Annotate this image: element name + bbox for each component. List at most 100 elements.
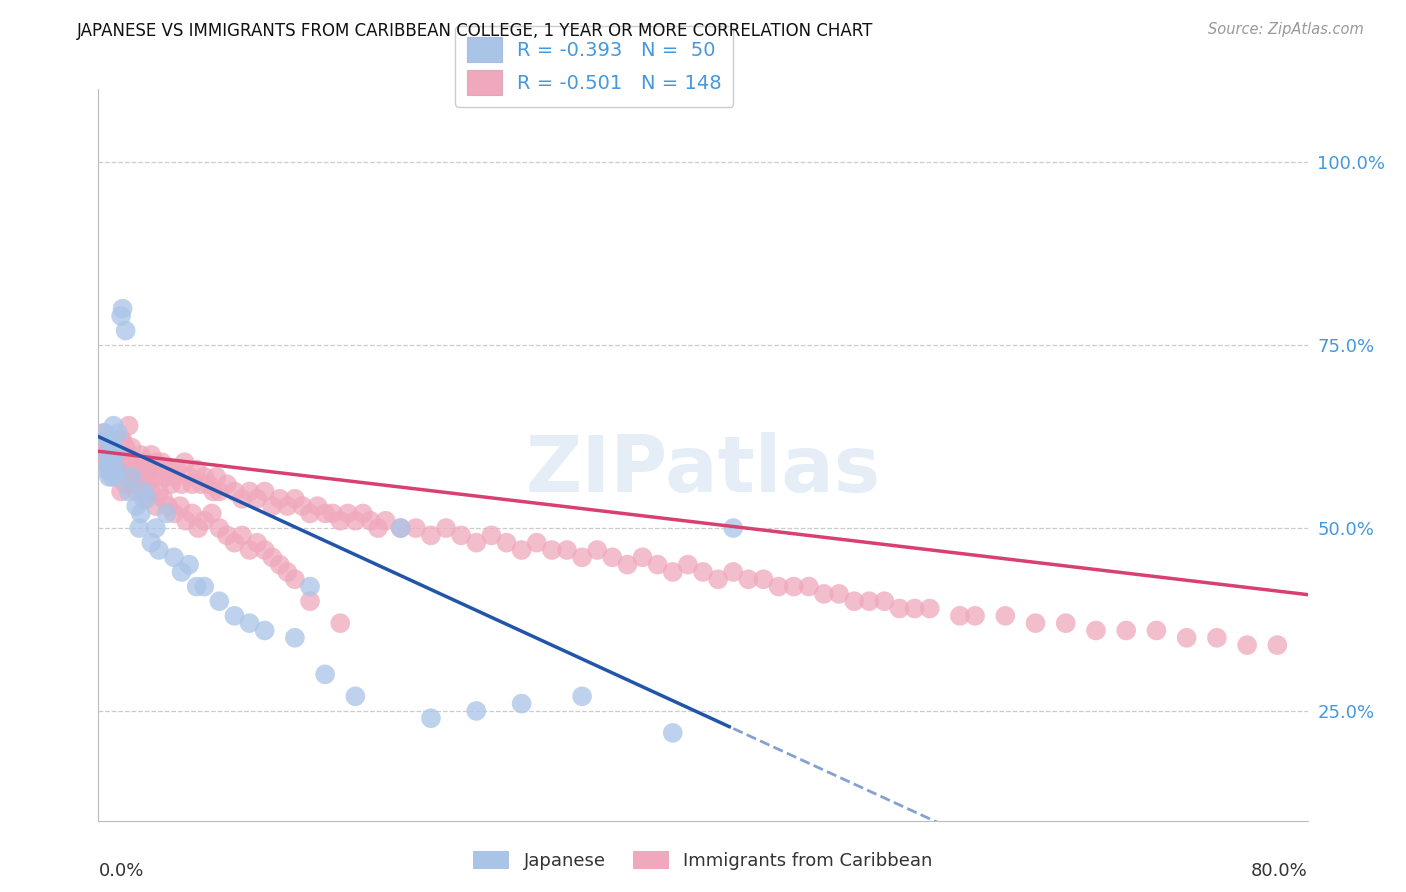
Point bbox=[299, 580, 322, 594]
Point bbox=[269, 491, 291, 506]
Point bbox=[112, 462, 135, 476]
Point bbox=[336, 507, 359, 521]
Point bbox=[111, 301, 134, 316]
Point bbox=[132, 455, 155, 469]
Point bbox=[1144, 624, 1167, 638]
Point bbox=[752, 572, 775, 586]
Point bbox=[661, 565, 683, 579]
Point bbox=[96, 434, 118, 448]
Point bbox=[190, 477, 212, 491]
Point bbox=[122, 462, 145, 476]
Point bbox=[692, 565, 714, 579]
Point bbox=[103, 441, 125, 455]
Point bbox=[121, 441, 143, 455]
Point bbox=[187, 521, 209, 535]
Point bbox=[128, 521, 150, 535]
Point bbox=[616, 558, 638, 572]
Point bbox=[101, 434, 124, 448]
Point bbox=[783, 580, 806, 594]
Point bbox=[481, 528, 503, 542]
Point bbox=[100, 462, 122, 476]
Point bbox=[314, 667, 336, 681]
Point bbox=[307, 499, 329, 513]
Point bbox=[918, 601, 941, 615]
Point bbox=[118, 484, 141, 499]
Point bbox=[139, 462, 162, 476]
Point bbox=[145, 521, 167, 535]
Point bbox=[873, 594, 896, 608]
Point bbox=[239, 616, 262, 631]
Point bbox=[114, 477, 136, 491]
Point bbox=[994, 608, 1017, 623]
Point bbox=[201, 507, 224, 521]
Point bbox=[107, 425, 129, 440]
Point bbox=[118, 418, 141, 433]
Point bbox=[148, 484, 170, 499]
Point bbox=[110, 448, 132, 462]
Point bbox=[1175, 631, 1198, 645]
Point bbox=[101, 448, 124, 462]
Point bbox=[239, 543, 262, 558]
Point bbox=[101, 470, 124, 484]
Point bbox=[173, 455, 195, 469]
Point bbox=[105, 462, 128, 476]
Point bbox=[181, 507, 204, 521]
Point bbox=[1115, 624, 1137, 638]
Point bbox=[98, 455, 121, 469]
Point bbox=[105, 462, 128, 476]
Point bbox=[174, 514, 197, 528]
Text: 80.0%: 80.0% bbox=[1251, 863, 1308, 880]
Point bbox=[169, 499, 191, 513]
Point bbox=[98, 462, 121, 476]
Point bbox=[510, 697, 533, 711]
Point bbox=[118, 470, 141, 484]
Point bbox=[329, 616, 352, 631]
Point bbox=[737, 572, 759, 586]
Point bbox=[215, 477, 238, 491]
Point bbox=[129, 448, 152, 462]
Point bbox=[110, 434, 132, 448]
Point bbox=[100, 462, 122, 476]
Point bbox=[215, 528, 238, 542]
Point bbox=[420, 528, 443, 542]
Point bbox=[239, 484, 262, 499]
Point bbox=[949, 608, 972, 623]
Point bbox=[253, 624, 276, 638]
Point bbox=[129, 470, 152, 484]
Point bbox=[844, 594, 866, 608]
Point bbox=[434, 521, 457, 535]
Point bbox=[155, 507, 177, 521]
Point bbox=[526, 535, 548, 549]
Point bbox=[676, 558, 699, 572]
Point bbox=[571, 690, 593, 704]
Point bbox=[262, 499, 284, 513]
Point bbox=[224, 484, 246, 499]
Point bbox=[246, 535, 269, 549]
Text: JAPANESE VS IMMIGRANTS FROM CARIBBEAN COLLEGE, 1 YEAR OR MORE CORRELATION CHART: JAPANESE VS IMMIGRANTS FROM CARIBBEAN CO… bbox=[77, 22, 873, 40]
Point bbox=[125, 470, 148, 484]
Point bbox=[103, 441, 125, 455]
Legend: Japanese, Immigrants from Caribbean: Japanese, Immigrants from Caribbean bbox=[465, 844, 941, 878]
Text: Source: ZipAtlas.com: Source: ZipAtlas.com bbox=[1208, 22, 1364, 37]
Point bbox=[129, 507, 152, 521]
Point bbox=[181, 477, 204, 491]
Point bbox=[208, 484, 231, 499]
Point bbox=[555, 543, 578, 558]
Point bbox=[299, 507, 322, 521]
Point bbox=[141, 448, 163, 462]
Point bbox=[631, 550, 654, 565]
Point bbox=[723, 565, 745, 579]
Point bbox=[904, 601, 927, 615]
Point bbox=[111, 434, 134, 448]
Point bbox=[322, 507, 344, 521]
Point bbox=[1267, 638, 1289, 652]
Point bbox=[148, 543, 170, 558]
Point bbox=[208, 594, 231, 608]
Point bbox=[647, 558, 669, 572]
Point bbox=[103, 418, 125, 433]
Point bbox=[352, 507, 374, 521]
Point bbox=[586, 543, 609, 558]
Point bbox=[156, 462, 179, 476]
Point bbox=[132, 484, 155, 499]
Point bbox=[965, 608, 987, 623]
